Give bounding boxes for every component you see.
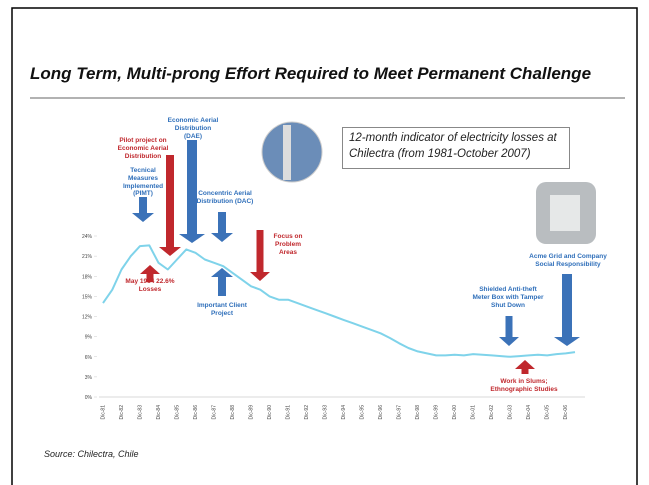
annotation: Work in Slums; Ethnographic Studies xyxy=(486,378,562,394)
x-tick-label: Dic-04 xyxy=(526,405,532,420)
x-tick-label: Dic-89 xyxy=(249,405,255,420)
annotation-arrow xyxy=(211,212,233,242)
annotation: Pilot project on Economic Aerial Distrib… xyxy=(103,137,183,160)
photo-meter-detail xyxy=(550,195,580,231)
x-tick-label: Dic-92 xyxy=(304,405,310,420)
y-tick-label: 9% xyxy=(85,335,93,341)
x-tick-label: Dic-01 xyxy=(471,405,477,420)
x-tick-label: Dic-88 xyxy=(230,405,236,420)
x-tick-label: Dic-90 xyxy=(267,405,273,420)
annotation: Acme Grid and Company Social Responsibil… xyxy=(526,253,610,269)
y-tick-label: 18% xyxy=(82,274,93,280)
x-tick-label: Dic-05 xyxy=(545,405,551,420)
x-tick-label: Dic-00 xyxy=(452,405,458,420)
x-tick-label: Dic-84 xyxy=(156,405,162,420)
x-tick-label: Dic-91 xyxy=(286,405,292,420)
subtitle: 12-month indicator of electricity losses… xyxy=(342,127,570,169)
slide: 0% 3% 6% 9% 12% 15% 18% 21% 24% Dic-81 Dic-82 Dic-8… xyxy=(0,0,649,485)
x-tick-label: Dic-85 xyxy=(175,405,181,420)
x-tick-label: Dic-06 xyxy=(563,405,569,420)
x-tick-label: Dic-94 xyxy=(341,405,347,420)
annotation-arrow xyxy=(211,268,233,296)
x-tick-label: Dic-83 xyxy=(138,405,144,420)
x-tick-label: Dic-02 xyxy=(489,405,495,420)
source: Source: Chilectra, Chile xyxy=(44,449,139,459)
annotation: Focus on Problem Areas xyxy=(266,233,310,256)
title: Long Term, Multi-prong Effort Required t… xyxy=(30,64,630,84)
x-tick-label: Dic-86 xyxy=(193,405,199,420)
x-tick-label: Dic-99 xyxy=(434,405,440,420)
y-tick-label: 6% xyxy=(85,355,93,361)
annotation-arrow xyxy=(132,197,154,222)
annotation: Shielded Anti-theft Meter Box with Tampe… xyxy=(472,286,544,309)
annotation-arrow xyxy=(554,274,580,346)
annotation: May 1984 22.6% Losses xyxy=(125,278,175,294)
annotation: Tecnical Measures Implemented (PIMT) xyxy=(116,167,170,198)
photo-pole-detail xyxy=(283,125,291,180)
annotation-arrow xyxy=(499,316,519,346)
annotation: Concentric Aerial Distribution (DAC) xyxy=(195,190,255,206)
y-tick-label: 0% xyxy=(85,395,93,401)
x-tick-label: Dic-03 xyxy=(508,405,514,420)
x-tick-label: Dic-96 xyxy=(378,405,384,420)
x-tick-label: Dic-82 xyxy=(119,405,125,420)
x-tick-label: Dic-95 xyxy=(360,405,366,420)
annotation: Important Client Project xyxy=(195,302,249,318)
y-tick-label: 21% xyxy=(82,254,93,260)
x-tick-label: Dic-87 xyxy=(212,405,218,420)
x-tick-label: Dic-98 xyxy=(415,405,421,420)
x-tick-label: Dic-93 xyxy=(323,405,329,420)
y-tick-label: 12% xyxy=(82,315,93,321)
annotation-arrow xyxy=(515,360,535,374)
y-tick-label: 24% xyxy=(82,234,93,240)
y-tick-label: 3% xyxy=(85,375,93,381)
photo-pole xyxy=(262,122,322,182)
y-tick-label: 15% xyxy=(82,294,93,300)
x-tick-label: Dic-81 xyxy=(101,405,107,420)
x-tick-label: Dic-97 xyxy=(397,405,403,420)
